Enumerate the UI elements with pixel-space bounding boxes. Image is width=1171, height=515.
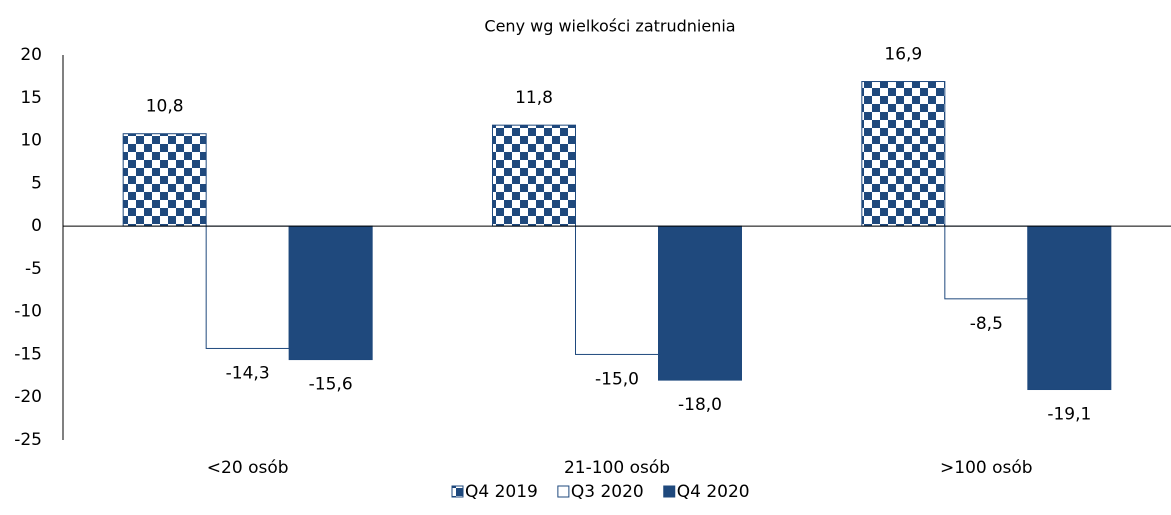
x-tick-label: >100 osób — [940, 458, 1033, 478]
y-tick-label: 20 — [20, 45, 42, 65]
chart-title: Ceny wg wielkości zatrudnienia — [484, 17, 735, 36]
value-label: -15,6 — [309, 375, 353, 395]
bar — [575, 225, 659, 355]
bar — [1027, 225, 1112, 391]
y-tick-label: -5 — [25, 259, 42, 279]
bar — [861, 81, 946, 227]
bar — [944, 225, 1029, 300]
y-tick-label: 5 — [31, 173, 42, 193]
legend-swatch — [557, 485, 570, 498]
value-label: 11,8 — [515, 88, 553, 108]
y-tick-label: -25 — [14, 430, 42, 450]
value-label: -18,0 — [678, 395, 722, 415]
bar — [658, 225, 742, 381]
legend-label: Q4 2019 — [465, 482, 538, 502]
bar — [288, 225, 373, 361]
value-label: 10,8 — [146, 97, 184, 117]
y-tick-label: -15 — [14, 344, 42, 364]
y-tick-label: -10 — [14, 302, 42, 322]
legend-label: Q4 2020 — [677, 482, 750, 502]
y-tick-label: -20 — [14, 387, 42, 407]
bar — [205, 225, 290, 349]
value-label: -19,1 — [1047, 405, 1091, 425]
value-label: 16,9 — [884, 45, 922, 65]
legend-swatch — [663, 485, 676, 498]
value-label: -15,0 — [595, 369, 639, 389]
x-tick-label: <20 osób — [207, 458, 289, 478]
bar — [492, 124, 576, 227]
y-tick-label: 10 — [20, 131, 42, 151]
bar — [122, 133, 207, 227]
value-label: -8,5 — [970, 314, 1003, 334]
legend-label: Q3 2020 — [571, 482, 644, 502]
y-tick-label: 0 — [31, 216, 42, 236]
value-label: -14,3 — [226, 363, 270, 383]
y-tick-label: 15 — [20, 88, 42, 108]
x-tick-label: 21-100 osób — [564, 458, 670, 478]
legend-swatch — [451, 485, 464, 498]
